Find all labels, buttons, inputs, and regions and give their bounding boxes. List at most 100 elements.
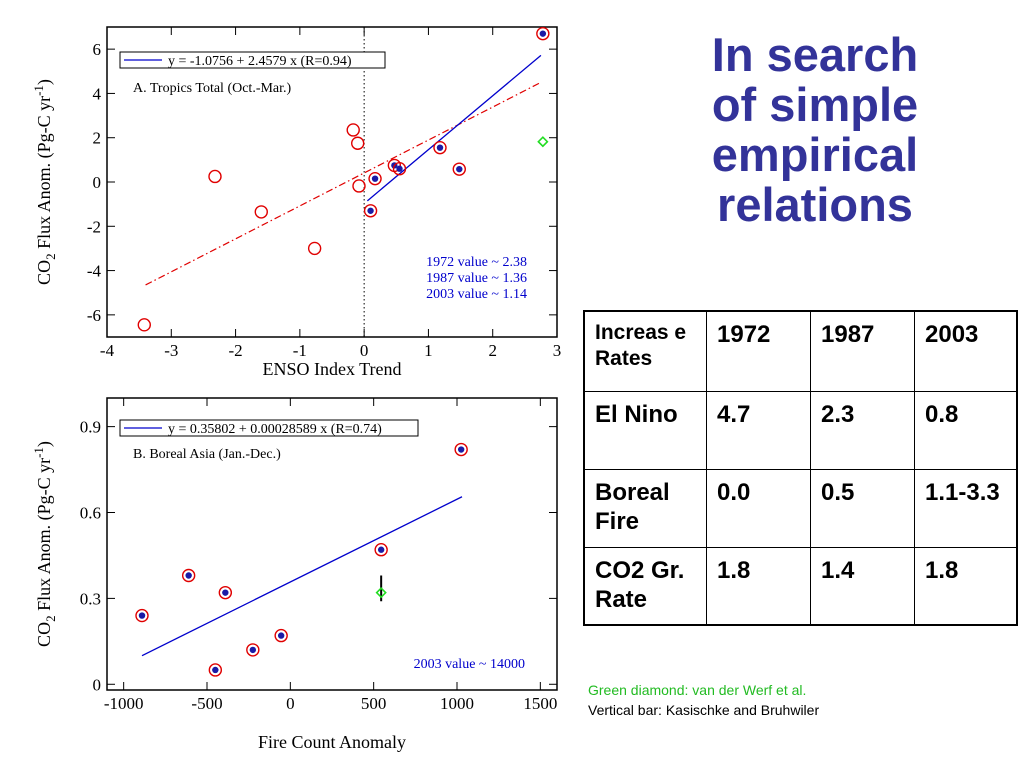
open-data-point bbox=[352, 179, 366, 193]
panel-b-panel-label: B. Boreal Asia (Jan.-Dec.) bbox=[133, 447, 281, 462]
x-tick-label: 1 bbox=[424, 341, 433, 360]
point-ring bbox=[181, 568, 196, 583]
x-tick-label: -1000 bbox=[104, 694, 144, 713]
point-dot bbox=[539, 30, 547, 37]
point-dot bbox=[222, 589, 229, 596]
table-header-cell: 1987 bbox=[810, 310, 915, 392]
green-diamond-note: Green diamond: van der Werf et al. bbox=[588, 682, 807, 698]
panel-b-chart: -1000 -500 0 500 1000 1500 0 0.3 0.6 0.9 Fire Coun… bbox=[31, 397, 558, 752]
x-tick-label: 1000 bbox=[440, 694, 474, 713]
point-dot bbox=[457, 446, 465, 453]
point-dot bbox=[377, 546, 385, 553]
y-tick-label: -4 bbox=[87, 262, 102, 281]
table-cell: Boreal Fire bbox=[583, 468, 707, 548]
x-tick-label: 0 bbox=[360, 341, 369, 360]
point-ring bbox=[433, 140, 447, 155]
open-data-point bbox=[351, 136, 365, 150]
filled-data-point bbox=[392, 162, 407, 176]
table-cell: 0.0 bbox=[706, 468, 811, 548]
point-ring bbox=[392, 162, 407, 176]
filled-data-point bbox=[135, 608, 149, 623]
panel-b-x-axis-label: Fire Count Anomaly bbox=[258, 732, 406, 752]
point-dot bbox=[367, 207, 374, 214]
point-ring bbox=[274, 628, 288, 643]
x-tick-label: 0 bbox=[286, 694, 295, 713]
filled-data-point bbox=[454, 442, 468, 457]
panel-a-panel-label: A. Tropics Total (Oct.-Mar.) bbox=[133, 81, 292, 96]
y-tick-label: 0.9 bbox=[80, 418, 101, 437]
point-ring bbox=[368, 171, 382, 186]
point-dot bbox=[371, 175, 379, 182]
y-tick-label: 4 bbox=[93, 84, 102, 103]
table-cell: CO2 Gr. Rate bbox=[583, 546, 707, 626]
value-annotation: 2003 value ~ 14000 bbox=[414, 657, 525, 672]
panel-b-y-axis-label: CO2 Flux Anom. (Pg-C yr-1) bbox=[31, 441, 58, 647]
value-annotation: 1987 value ~ 1.36 bbox=[426, 271, 527, 286]
y-tick-label: -6 bbox=[87, 306, 101, 325]
filled-data-point bbox=[208, 663, 223, 677]
open-data-point bbox=[346, 123, 360, 137]
panel-a-chart: -4 -3 -2 -1 0 1 2 3 -6 -4 -2 0 2 4 6 ENSO Index Trend CO… bbox=[31, 26, 561, 379]
table-header-cell: 2003 bbox=[914, 310, 1018, 392]
x-tick-label: 1500 bbox=[523, 694, 557, 713]
table-row: CO2 Gr. Rate 1.8 1.4 1.8 bbox=[583, 546, 1018, 626]
dashdot-regression-line bbox=[145, 81, 542, 286]
panel-a-legend-text: y = -1.0756 + 2.4579 x (R=0.94) bbox=[168, 54, 352, 69]
fit-line bbox=[366, 54, 542, 202]
table-header-cell: Increas e Rates bbox=[583, 310, 707, 392]
table-cell: 1.4 bbox=[810, 546, 915, 626]
x-tick-label: 500 bbox=[361, 694, 387, 713]
open-data-point bbox=[307, 241, 322, 256]
panel-b-plot-frame bbox=[106, 397, 558, 691]
point-ring bbox=[218, 585, 233, 600]
point-ring bbox=[208, 663, 223, 677]
point-dot bbox=[277, 632, 285, 639]
x-tick-label: -2 bbox=[228, 341, 242, 360]
table-row: Boreal Fire 0.0 0.5 1.1-3.3 bbox=[583, 468, 1018, 548]
filled-data-point bbox=[536, 26, 550, 41]
panel-b-legend-box bbox=[119, 419, 419, 437]
value-annotation: 2003 value ~ 1.14 bbox=[426, 287, 527, 302]
table-cell: 0.8 bbox=[914, 390, 1018, 470]
filled-data-point bbox=[368, 171, 382, 186]
filled-data-point bbox=[452, 162, 466, 176]
table-cell: 4.7 bbox=[706, 390, 811, 470]
x-tick-label: -500 bbox=[191, 694, 222, 713]
panel-b-legend-text: y = 0.35802 + 0.00028589 x (R=0.74) bbox=[168, 422, 382, 437]
point-ring bbox=[363, 204, 378, 218]
open-data-point bbox=[254, 205, 268, 219]
title-line-1: In search bbox=[711, 28, 919, 81]
title-line-3: empirical bbox=[711, 128, 919, 181]
filled-data-point bbox=[218, 585, 233, 600]
point-ring bbox=[454, 442, 468, 457]
panel-a-legend-box bbox=[119, 51, 386, 69]
filled-data-point bbox=[246, 643, 260, 657]
y-tick-label: 2 bbox=[93, 129, 102, 148]
green-diamond-point bbox=[375, 587, 387, 599]
point-dot bbox=[138, 612, 146, 619]
panel-a-x-axis-label: ENSO Index Trend bbox=[262, 359, 401, 379]
x-tick-label: 2 bbox=[488, 341, 497, 360]
vertical-bar-note: Vertical bar: Kasischke and Bruhwiler bbox=[588, 702, 820, 718]
table-cell: 0.5 bbox=[810, 468, 915, 548]
title-line-4: relations bbox=[717, 178, 913, 231]
panel-a-y-axis-label: CO2 Flux Anom. (Pg-C yr-1) bbox=[31, 79, 58, 285]
y-tick-label: 0.6 bbox=[80, 504, 101, 523]
point-ring bbox=[135, 608, 149, 623]
open-data-point bbox=[137, 318, 151, 332]
green-diamond-point bbox=[537, 136, 549, 148]
table-cell: 1.8 bbox=[914, 546, 1018, 626]
x-tick-label: -4 bbox=[100, 341, 115, 360]
point-ring bbox=[374, 543, 388, 557]
value-annotation: 1972 value ~ 2.38 bbox=[426, 255, 527, 270]
table-row: El Nino 4.7 2.3 0.8 bbox=[583, 390, 1018, 470]
point-dot bbox=[249, 646, 257, 654]
filled-data-point bbox=[374, 543, 388, 557]
table-cell: 2.3 bbox=[810, 390, 915, 470]
y-tick-label: 0.3 bbox=[80, 589, 101, 608]
table-cell: 1.8 bbox=[706, 546, 811, 626]
filled-data-point bbox=[181, 568, 196, 583]
point-ring bbox=[536, 26, 550, 41]
